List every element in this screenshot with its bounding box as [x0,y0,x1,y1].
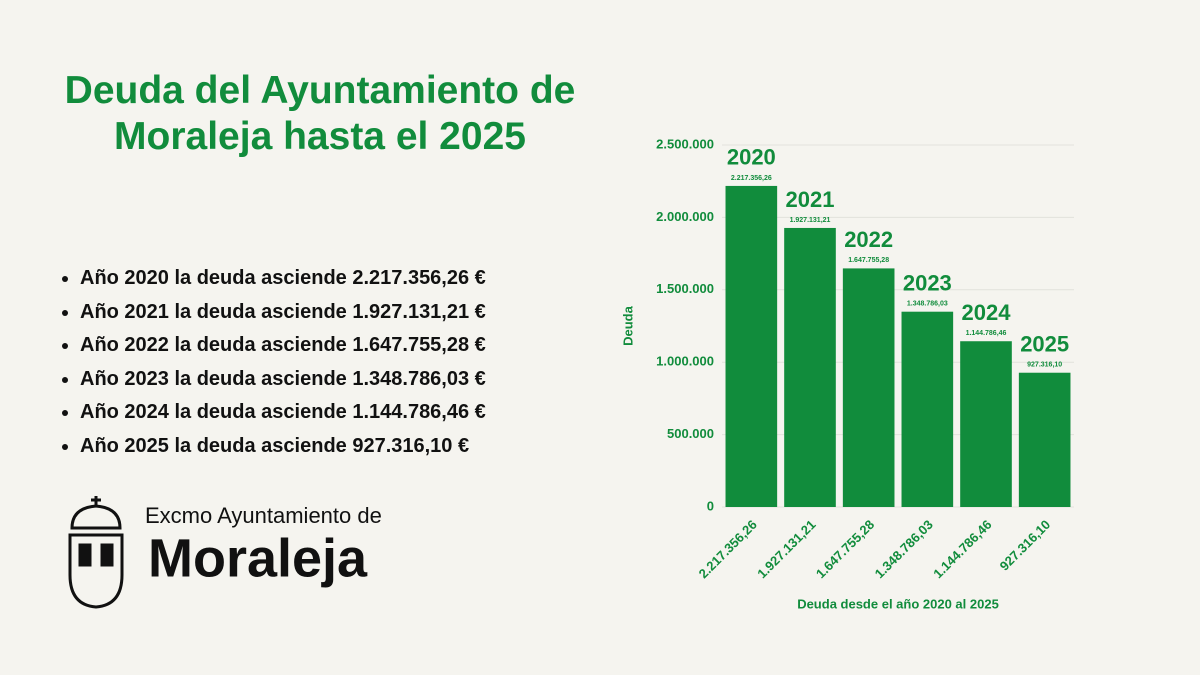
y-tick-label: 1.000.000 [656,354,714,369]
y-tick-label: 2.000.000 [656,209,714,224]
x-tick-label: 1.144.786,46 [930,517,994,581]
year-label: 2020 [727,145,776,170]
value-label: 1.647.755,28 [848,257,889,264]
logo-shield [68,496,124,609]
bar [842,268,895,507]
bullet: Año 2024 la deuda asciende 1.144.786,46 … [80,396,486,430]
logo-name: Moraleja [148,528,368,588]
bullet: Año 2025 la deuda asciende 927.316,10 € [80,430,486,464]
value-label: 1.144.786,46 [966,330,1007,337]
bar [725,185,778,507]
year-label: 2023 [903,271,952,296]
x-tick-label: 1.348.786,03 [872,517,936,581]
year-label: 2022 [844,227,893,252]
x-tick-label: 927.316,10 [997,517,1054,574]
year-label: 2025 [1020,332,1069,357]
y-tick-label: 0 [707,498,714,513]
x-tick-label: 1.927.131,21 [754,517,818,581]
y-axis-label: Deuda [620,305,635,346]
x-tick-label: 2.217.356,26 [696,517,760,581]
tower [100,543,114,567]
bullet-list: Año 2020 la deuda asciende 2.217.356,26 … [58,262,486,464]
bullet: Año 2023 la deuda asciende 1.348.786,03 … [80,363,486,397]
y-tick-label: 1.500.000 [656,281,714,296]
y-tick-label: 500.000 [667,426,714,441]
title: Deuda del Ayuntamiento de Moraleja hasta… [64,69,576,158]
bar [901,311,954,507]
year-label: 2021 [786,187,835,212]
bar [960,341,1012,507]
bullet: Año 2020 la deuda asciende 2.217.356,26 … [80,262,486,296]
bullet: Año 2021 la deuda asciende 1.927.131,21 … [80,296,486,330]
x-tick-label: 1.647.755,28 [813,517,877,581]
crown [70,504,122,530]
bar [1018,372,1071,507]
x-axis-label: Deuda desde el año 2020 al 2025 [797,596,999,611]
y-tick-label: 2.500.000 [656,136,714,151]
logo-subtitle: Excmo Ayuntamiento de [145,503,382,528]
bullet: Año 2022 la deuda asciende 1.647.755,28 … [80,329,486,363]
value-label: 2.217.356,26 [731,175,772,182]
tower [78,543,92,567]
shield [68,533,124,609]
bar [784,227,836,507]
year-label: 2024 [962,300,1012,325]
value-label: 1.348.786,03 [907,301,948,308]
value-label: 927.316,10 [1027,362,1062,369]
value-label: 1.927.131,21 [790,217,831,224]
